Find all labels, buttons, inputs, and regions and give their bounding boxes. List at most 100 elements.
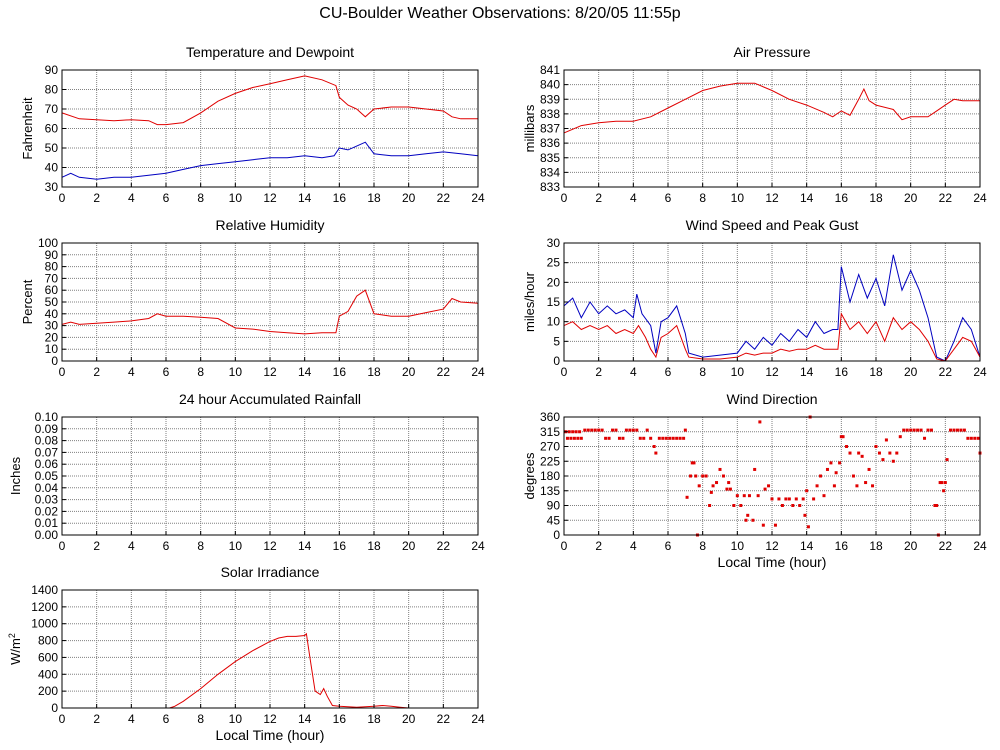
direction-point xyxy=(832,484,836,488)
pressure-ytick-label: 837 xyxy=(540,122,560,136)
direction-point xyxy=(935,504,939,507)
direction-point xyxy=(600,428,604,432)
direction-point xyxy=(715,481,719,485)
direction-point xyxy=(727,481,731,485)
direction-point xyxy=(857,451,861,455)
direction-xtick-label: 14 xyxy=(800,539,814,553)
wind-xtick-label: 6 xyxy=(665,365,672,379)
humidity-ytick-label: 90 xyxy=(45,248,59,262)
direction-point xyxy=(675,436,679,440)
solar-xtick-label: 2 xyxy=(93,712,100,726)
direction-ytick-label: 135 xyxy=(540,484,560,498)
direction-point xyxy=(590,428,594,432)
wind-series-blue-line xyxy=(563,254,981,362)
direction-point xyxy=(701,474,705,478)
pressure-xtick-label: 12 xyxy=(765,191,779,205)
rain-chart: 0 2 4 6 8 10 12 14 16 18 20 22 240.000.010.020.030.0… xyxy=(8,391,485,553)
rain-xtick-label: 24 xyxy=(471,539,485,553)
pressure-xtick-label: 4 xyxy=(630,191,637,205)
wind-ytick-label: 20 xyxy=(547,275,561,289)
pressure-chart: 0 2 4 6 8 10 12 14 16 18 20 22 248338348358368378388… xyxy=(522,44,987,205)
direction-point xyxy=(704,474,708,478)
pressure-ytick-label: 833 xyxy=(540,180,560,194)
rain-ytick-label: 0.04 xyxy=(35,481,59,495)
direction-xtick-label: 20 xyxy=(904,539,918,553)
direction-chart: 0 2 4 6 8 10 12 14 16 18 20 22 240459013518022527031… xyxy=(522,391,987,570)
direction-point xyxy=(767,484,771,488)
humidity-ytick-label: 60 xyxy=(45,283,59,297)
wind-xtick-label: 22 xyxy=(939,365,953,379)
direction-point xyxy=(780,504,784,507)
humidity-xtick-label: 0 xyxy=(59,365,66,379)
wind-xtick-label: 8 xyxy=(699,365,706,379)
solar-ytick-label: 1000 xyxy=(31,617,58,631)
direction-point xyxy=(621,436,625,440)
humidity-xtick-label: 20 xyxy=(402,365,416,379)
direction-point xyxy=(787,497,791,501)
direction-xtick-label: 16 xyxy=(835,539,849,553)
direction-point xyxy=(617,436,621,440)
humidity-ylabel: Percent xyxy=(20,279,35,324)
direction-point xyxy=(685,495,689,499)
temp-ylabel: Fahrenheit xyxy=(20,97,35,160)
wind-xtick-label: 14 xyxy=(800,365,814,379)
direction-xtick-label: 10 xyxy=(731,539,745,553)
direction-point xyxy=(697,484,701,488)
pressure-xtick-label: 8 xyxy=(699,191,706,205)
pressure-xtick-label: 6 xyxy=(665,191,672,205)
direction-point xyxy=(825,467,829,471)
direction-point xyxy=(905,428,909,432)
rain-xtick-label: 20 xyxy=(402,539,416,553)
direction-point xyxy=(888,451,892,455)
humidity-ytick-label: 100 xyxy=(38,236,58,250)
humidity-xtick-label: 6 xyxy=(163,365,170,379)
wind-title: Wind Speed and Peak Gust xyxy=(686,217,859,233)
direction-point xyxy=(845,445,849,448)
pressure-ytick-label: 834 xyxy=(540,165,560,179)
humidity-ytick-label: 30 xyxy=(45,319,59,333)
humidity-xtick-label: 24 xyxy=(471,365,485,379)
direction-point xyxy=(694,474,698,478)
direction-point xyxy=(574,430,578,434)
pressure-xtick-label: 18 xyxy=(869,191,883,205)
direction-point xyxy=(668,436,672,440)
wind-xtick-label: 12 xyxy=(765,365,779,379)
direction-ytick-label: 45 xyxy=(547,513,561,527)
solar-ytick-label: 0 xyxy=(51,701,58,715)
solar-ytick-label: 800 xyxy=(38,634,58,648)
humidity-xtick-label: 18 xyxy=(367,365,381,379)
direction-point xyxy=(923,436,927,440)
direction-ytick-label: 225 xyxy=(540,454,560,468)
direction-point xyxy=(784,497,788,501)
direction-point xyxy=(841,435,845,439)
solar-xtick-label: 22 xyxy=(437,712,451,726)
solar-xtick-label: 10 xyxy=(229,712,243,726)
direction-point xyxy=(806,525,810,529)
direction-point xyxy=(597,428,601,432)
temp-ytick-label: 70 xyxy=(45,102,59,116)
direction-point xyxy=(891,459,895,463)
humidity-ytick-label: 0 xyxy=(51,354,58,368)
direction-point xyxy=(884,438,888,442)
humidity-xtick-label: 14 xyxy=(298,365,312,379)
solar-xtick-label: 0 xyxy=(59,712,66,726)
direction-xtick-label: 0 xyxy=(561,539,568,553)
direction-point xyxy=(895,451,899,455)
humidity-ytick-label: 40 xyxy=(45,307,59,321)
direction-point xyxy=(919,428,923,432)
direction-point xyxy=(735,494,739,498)
solar-xtick-label: 20 xyxy=(402,712,416,726)
direction-ytick-label: 0 xyxy=(553,528,560,542)
rain-ytick-label: 0.00 xyxy=(35,528,59,542)
direction-point xyxy=(721,474,725,478)
temp-xtick-label: 0 xyxy=(59,191,66,205)
rain-ytick-label: 0.05 xyxy=(35,469,59,483)
direction-point xyxy=(586,428,590,432)
pressure-ylabel: millibars xyxy=(522,104,537,152)
direction-point xyxy=(877,451,881,455)
solar-ytick-label: 200 xyxy=(38,684,58,698)
direction-point xyxy=(671,436,675,440)
direction-point xyxy=(725,487,729,491)
solar-ytick-label: 400 xyxy=(38,667,58,681)
